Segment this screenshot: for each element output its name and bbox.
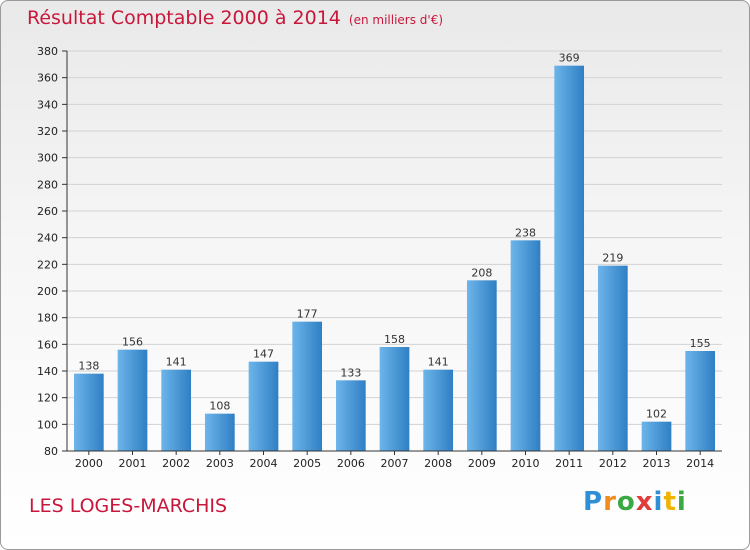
- data-label-2013: 102: [646, 408, 667, 421]
- y-tick-label: 360: [37, 72, 58, 85]
- logo-letter: i: [676, 487, 687, 517]
- y-tick-label: 280: [37, 178, 58, 191]
- x-tick-label-2012: 2012: [599, 457, 627, 470]
- chart-title: Résultat Comptable 2000 à 2014 (en millie…: [27, 7, 443, 29]
- bar-2012: [597, 265, 628, 451]
- data-label-2011: 369: [559, 52, 580, 65]
- y-tick-label: 140: [37, 365, 58, 378]
- x-tick-label-2014: 2014: [686, 457, 714, 470]
- x-tick-label-2013: 2013: [643, 457, 671, 470]
- y-tick-label: 300: [37, 152, 58, 165]
- bar-2008: [423, 369, 454, 451]
- data-label-2000: 138: [78, 360, 99, 373]
- data-label-2012: 219: [602, 252, 623, 265]
- x-tick-label-2003: 2003: [206, 457, 234, 470]
- x-tick-label-2010: 2010: [512, 457, 540, 470]
- y-tick-label: 320: [37, 125, 58, 138]
- bars: 138 156 141 108 147 177 133 158 141 208 238 369 219 1…: [73, 52, 716, 452]
- bar-2009: [466, 280, 497, 451]
- data-label-2009: 208: [471, 266, 492, 279]
- logo-letter: x: [635, 487, 654, 517]
- bar-2004: [248, 361, 279, 451]
- x-tick-label-2005: 2005: [293, 457, 321, 470]
- bar-2013: [641, 421, 672, 451]
- axes: 80 100 120 140 160 180 200 220 240 260 280 300 320 34…: [37, 45, 722, 470]
- x-tick-label-2000: 2000: [75, 457, 103, 470]
- y-tick-label: 340: [37, 98, 58, 111]
- x-tick-label-2001: 2001: [119, 457, 147, 470]
- logo-letter: i: [653, 487, 664, 517]
- data-label-2003: 108: [209, 400, 230, 413]
- logo-letter: P: [583, 487, 604, 517]
- x-tick-label-2006: 2006: [337, 457, 365, 470]
- chart-title-text: Résultat Comptable 2000 à 2014: [27, 7, 341, 29]
- proxiti-logo: Proxiti: [583, 487, 687, 517]
- bar-2002: [161, 369, 192, 451]
- logo-letter: t: [663, 487, 677, 517]
- x-tick-label-2011: 2011: [555, 457, 583, 470]
- y-tick-label: 220: [37, 258, 58, 271]
- bar-2014: [685, 351, 716, 451]
- bar-2000: [73, 373, 104, 451]
- bar-2011: [554, 65, 585, 452]
- y-tick-label: 80: [44, 445, 58, 458]
- x-tick-label-2004: 2004: [250, 457, 278, 470]
- logo-letter: o: [616, 487, 636, 517]
- y-tick-label: 200: [37, 285, 58, 298]
- data-label-2008: 141: [428, 356, 449, 369]
- data-label-2014: 155: [690, 337, 711, 350]
- data-label-2001: 156: [122, 336, 143, 349]
- data-label-2004: 147: [253, 348, 274, 361]
- y-tick-label: 180: [37, 312, 58, 325]
- y-tick-label: 100: [37, 418, 58, 431]
- bar-2003: [204, 413, 235, 451]
- bar-2001: [117, 349, 148, 451]
- y-tick-label: 120: [37, 392, 58, 405]
- y-tick-label: 260: [37, 205, 58, 218]
- x-tick-label-2008: 2008: [424, 457, 452, 470]
- bar-2006: [335, 380, 366, 451]
- data-label-2006: 133: [340, 366, 361, 379]
- logo-letter: r: [603, 487, 617, 517]
- x-tick-label-2007: 2007: [381, 457, 409, 470]
- data-label-2007: 158: [384, 333, 405, 346]
- bar-2010: [510, 240, 541, 451]
- y-tick-label: 160: [37, 338, 58, 351]
- data-label-2010: 238: [515, 226, 536, 239]
- x-tick-label-2009: 2009: [468, 457, 496, 470]
- x-tick-label-2002: 2002: [162, 457, 190, 470]
- bar-2005: [292, 321, 323, 451]
- data-label-2002: 141: [166, 356, 187, 369]
- data-label-2005: 177: [297, 308, 318, 321]
- location-name: LES LOGES-MARCHIS: [29, 495, 228, 517]
- y-tick-label: 380: [37, 45, 58, 58]
- bar-2007: [379, 347, 410, 451]
- y-tick-label: 240: [37, 232, 58, 245]
- chart-subtitle: (en milliers d'€): [348, 13, 444, 27]
